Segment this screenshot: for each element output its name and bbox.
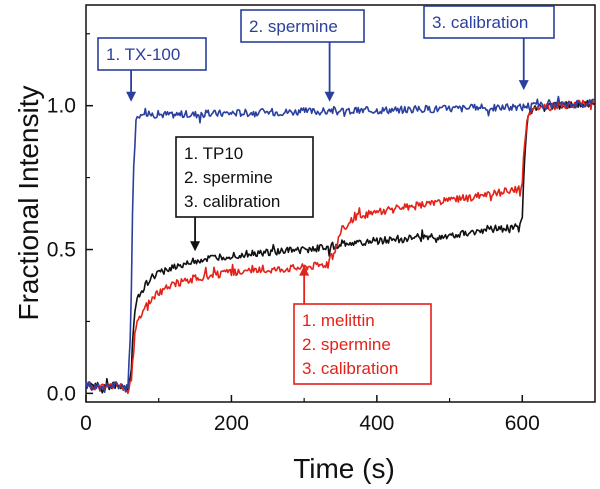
y-axis-label: Fractional Intensity [13, 86, 44, 321]
x-tick-label: 400 [359, 412, 394, 435]
annotation-box: 2. spermine [240, 9, 365, 43]
plot-frame [85, 4, 596, 403]
annotation-frame [97, 37, 207, 71]
annotation-text: 1. TX-100 [106, 45, 180, 64]
annotation-arrowhead [126, 91, 137, 102]
y-tick-label: 0.0 [47, 382, 76, 405]
x-tick-label: 0 [80, 412, 92, 435]
annotation-text: 2. spermine [249, 17, 338, 36]
annotation-text: 2. spermine [302, 335, 391, 354]
annotation-frame [175, 136, 314, 218]
annotation-box: 1. TP10 2. spermine 3. calibration [175, 136, 314, 218]
x-axis-label: Time (s) [293, 453, 395, 484]
annotation-frame [423, 5, 555, 39]
series-line-tx-100 [85, 95, 595, 393]
annotation-box: 3. calibration [423, 5, 555, 39]
annotation-text: 3. calibration [184, 192, 280, 211]
annotation-text: 2. spermine [184, 168, 273, 187]
y-tick-label: 1.0 [47, 95, 76, 118]
annotation-box: 1. melittin 2. spermine 3. calibration [293, 303, 432, 385]
x-tick-label: 200 [214, 412, 249, 435]
annotation-text: 3. calibration [432, 13, 528, 32]
annotation-arrowhead [324, 91, 335, 102]
annotation-frame [293, 303, 432, 385]
annotation-text: 3. calibration [302, 359, 398, 378]
annotation-arrowhead [299, 265, 310, 276]
series-line-melittin [85, 99, 595, 395]
x-tick-label: 600 [505, 412, 540, 435]
annotation-arrowhead [190, 241, 201, 252]
annotation-text: 1. TP10 [184, 144, 243, 163]
annotation-arrowhead [518, 80, 529, 91]
y-tick-label: 0.5 [47, 239, 76, 262]
annotation-text: 1. melittin [302, 311, 375, 330]
annotation-box: 1. TX-100 [97, 37, 207, 71]
annotation-frame [240, 9, 365, 43]
series-line-tp10 [85, 99, 596, 394]
